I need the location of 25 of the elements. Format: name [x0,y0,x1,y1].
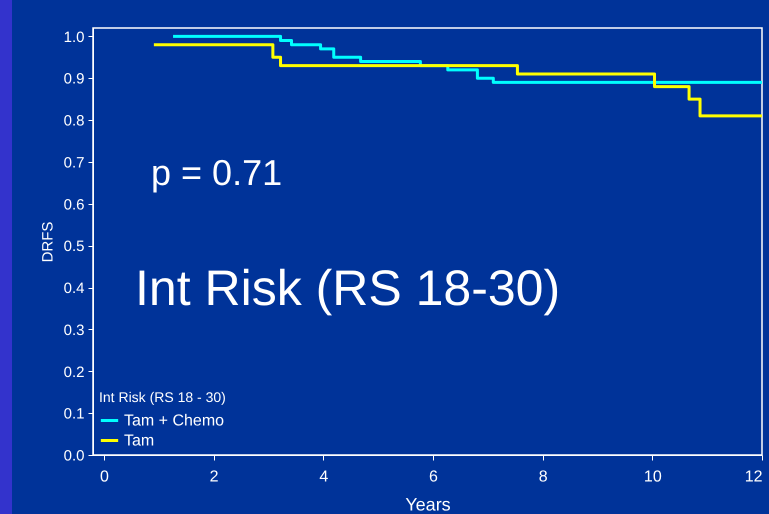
y-tick-label: 0.7 [64,154,84,172]
y-tick-label: 0.6 [64,196,84,214]
y-tick-label: 0.0 [64,448,84,464]
x-tick-label: 4 [319,468,328,486]
y-tick-label: 0.3 [64,322,84,339]
x-tick-label: 0 [100,468,110,486]
x-tick-label: 6 [429,468,438,486]
y-tick-label: 0.4 [64,280,84,298]
annotation: p = 0.71 [151,152,282,193]
x-tick-label: 2 [210,468,219,486]
y-tick-label: 0.1 [64,406,84,423]
x-axis-title: Years [405,494,451,514]
y-tick-label: 0.2 [64,364,84,381]
legend-label: Tam + Chemo [124,412,224,430]
x-tick-label: 8 [538,468,548,486]
y-tick-label: 0.5 [64,238,84,256]
y-axis-title: DRFS [40,222,57,262]
y-tick-label: 0.9 [64,70,84,88]
legend-label: Tam [124,432,154,450]
y-tick-label: 0.8 [64,112,84,130]
legend-title: Int Risk (RS 18 - 30) [99,389,226,405]
y-tick-label: 1.0 [64,28,84,46]
x-tick-label: 10 [644,468,662,486]
annotation: Int Risk (RS 18-30) [135,260,560,316]
x-tick-label: 12 [744,468,763,486]
